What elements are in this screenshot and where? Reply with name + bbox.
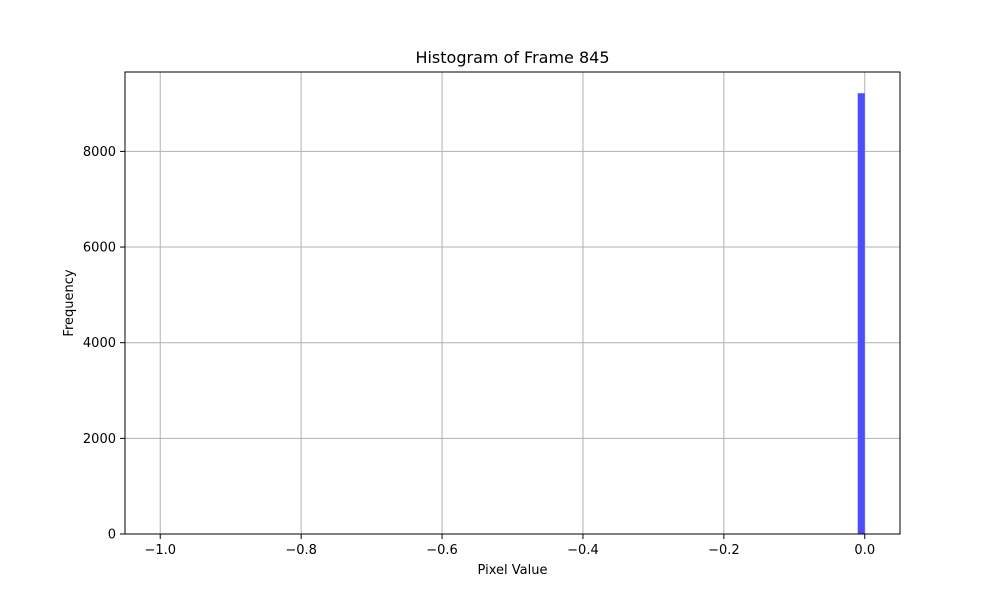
histogram-bar	[857, 93, 865, 535]
y-axis-ticks: 0 2000 4000 6000 8000	[83, 145, 125, 543]
x-tick-label: −0.6	[426, 543, 458, 558]
plot-area-frame	[124, 71, 901, 535]
y-tick-label: 6000	[83, 241, 116, 256]
chart-title: Histogram of Frame 845	[415, 48, 609, 67]
x-axis-title: Pixel Value	[478, 563, 548, 578]
y-tick-label: 4000	[83, 336, 116, 351]
grid-lines	[125, 72, 900, 535]
y-axis-title: Frequency	[62, 269, 77, 336]
x-tick-label: 0.0	[854, 543, 875, 558]
x-tick-label: −0.8	[285, 543, 317, 558]
x-tick-label: −0.4	[567, 543, 599, 558]
y-tick-label: 8000	[83, 145, 116, 160]
y-tick-label: 2000	[83, 432, 116, 447]
histogram-bars	[857, 93, 865, 535]
y-tick-label: 0	[108, 528, 116, 543]
x-tick-label: −0.2	[708, 543, 740, 558]
x-tick-label: −1.0	[144, 543, 176, 558]
x-axis-ticks: −1.0 −0.8 −0.6 −0.4 −0.2 0.0	[144, 534, 875, 558]
